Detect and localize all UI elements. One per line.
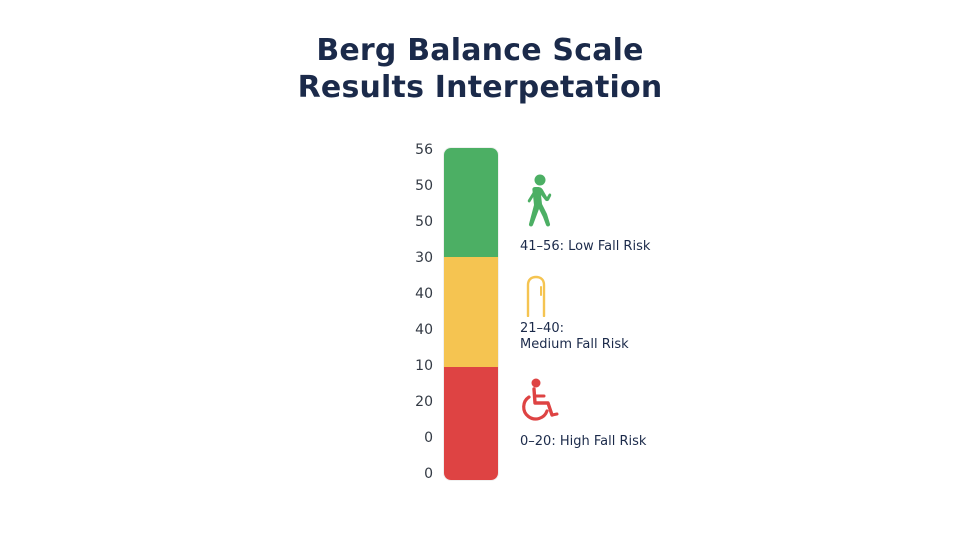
walking-person-icon — [519, 172, 559, 230]
medium-risk-label-text: Medium Fall Risk — [520, 337, 629, 352]
tick-label: 30 — [415, 250, 433, 266]
tick-label: 40 — [415, 286, 433, 302]
title-line-2: Results Interpetation — [297, 70, 663, 105]
tick-label: 10 — [415, 358, 433, 374]
tick-label: 50 — [415, 214, 433, 230]
risk-scale-bar — [444, 148, 498, 480]
low-risk-label: 41–56: Low Fall Risk — [520, 239, 651, 254]
high-risk-label: 0–20: High Fall Risk — [520, 434, 647, 449]
high-risk-segment — [444, 367, 498, 480]
title-line-1: Berg Balance Scale — [316, 33, 644, 68]
medium-risk-label-range: 21–40: — [520, 321, 564, 336]
tick-label: 40 — [415, 322, 433, 338]
tick-label: 50 — [415, 178, 433, 194]
walking-cane-icon — [524, 275, 548, 317]
tick-label: 0 — [424, 466, 433, 482]
low-risk-segment — [444, 148, 498, 257]
wheelchair-icon — [518, 377, 562, 423]
tick-label: 56 — [415, 142, 433, 158]
scale-tick-labels: 56 50 50 30 40 40 10 20 0 0 — [395, 0, 435, 540]
tick-label: 20 — [415, 394, 433, 410]
tick-label: 0 — [424, 430, 433, 446]
medium-risk-segment — [444, 257, 498, 367]
